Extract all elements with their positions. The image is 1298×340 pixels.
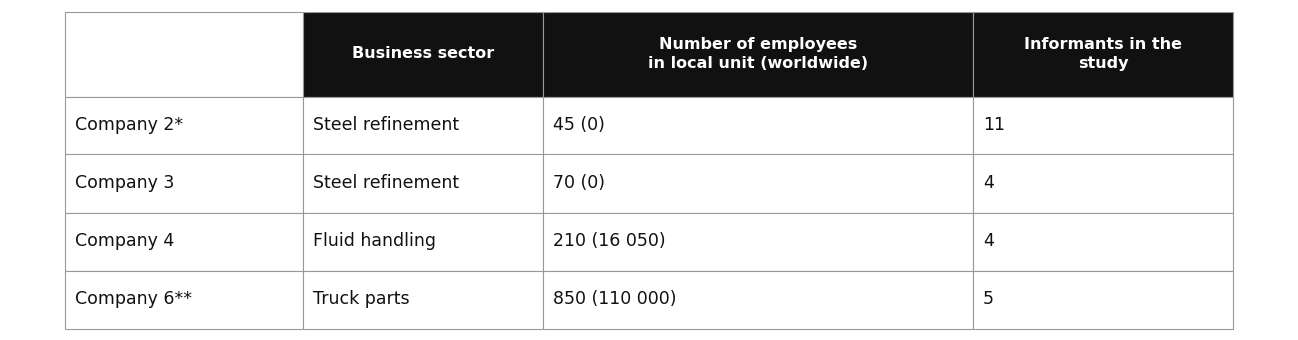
Text: 5: 5 (983, 290, 994, 308)
Bar (65, 154, 302, 212)
Bar (543, 12, 974, 97)
Text: Company 3: Company 3 (75, 174, 174, 192)
Bar (543, 212, 974, 271)
Text: Company 4: Company 4 (75, 233, 174, 251)
Text: Business sector: Business sector (352, 47, 495, 62)
Bar (974, 212, 1233, 271)
Bar (543, 97, 974, 154)
Bar (302, 271, 543, 328)
Bar (65, 97, 302, 154)
Bar (65, 212, 302, 271)
Text: 850 (110 000): 850 (110 000) (553, 290, 676, 308)
Bar (302, 97, 543, 154)
Text: 45 (0): 45 (0) (553, 117, 605, 135)
Text: 70 (0): 70 (0) (553, 174, 605, 192)
Bar (302, 12, 543, 97)
Text: Number of employees
in local unit (worldwide): Number of employees in local unit (world… (648, 37, 868, 71)
Bar (974, 97, 1233, 154)
Bar (974, 271, 1233, 328)
Bar (974, 154, 1233, 212)
Text: 11: 11 (983, 117, 1005, 135)
Bar (65, 271, 302, 328)
Bar (543, 271, 974, 328)
Bar (302, 154, 543, 212)
Text: Fluid handling: Fluid handling (313, 233, 436, 251)
Text: Company 6**: Company 6** (75, 290, 192, 308)
Text: Truck parts: Truck parts (313, 290, 410, 308)
Bar (65, 12, 302, 97)
Text: 4: 4 (983, 233, 994, 251)
Bar (302, 212, 543, 271)
Bar (543, 154, 974, 212)
Text: 210 (16 050): 210 (16 050) (553, 233, 666, 251)
Bar (974, 12, 1233, 97)
Text: Steel refinement: Steel refinement (313, 174, 459, 192)
Text: Steel refinement: Steel refinement (313, 117, 459, 135)
Text: Informants in the
study: Informants in the study (1024, 37, 1182, 71)
Text: 4: 4 (983, 174, 994, 192)
Text: Company 2*: Company 2* (75, 117, 183, 135)
